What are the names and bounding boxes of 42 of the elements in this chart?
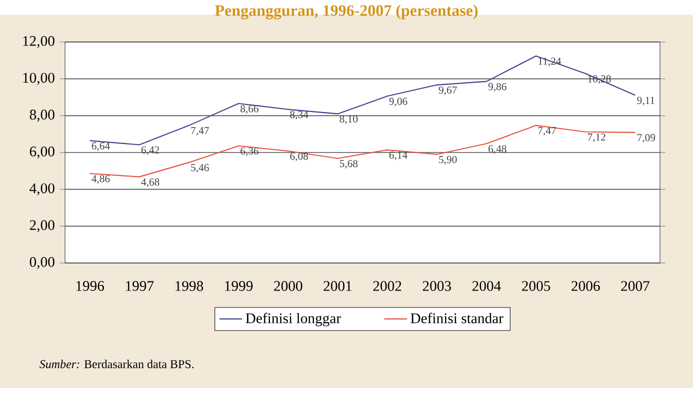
x-tick-label: 2004 — [472, 281, 501, 291]
x-tick-label: 2006 — [572, 281, 600, 291]
x-tick-label: 1997 — [126, 281, 154, 291]
y-tick-label: 12,00 — [23, 36, 54, 48]
data-label: 6,14 — [389, 152, 408, 160]
y-tick-label: 2,00 — [30, 220, 54, 232]
data-label: 8,10 — [340, 115, 358, 124]
y-tick-label: 6,00 — [30, 146, 54, 159]
chart-title: Pengangguran, 1996-2007 (persentase) — [215, 4, 478, 20]
text: Sumber: Berdasarkan data BPS. — [40, 360, 194, 368]
x-tick-label: 1999 — [225, 281, 253, 291]
data-label: 5,90 — [439, 156, 457, 165]
data-label: 6,08 — [290, 152, 308, 162]
data-label: 7,09 — [638, 134, 656, 143]
data-label: 6,48 — [488, 145, 506, 154]
data-label: 6,64 — [92, 142, 110, 152]
data-label: 7,47 — [538, 127, 556, 136]
data-label: 5,46 — [191, 164, 209, 173]
x-tick-label: 2002 — [373, 281, 402, 291]
x-tick-label: 2000 — [274, 281, 302, 291]
data-label: 9,67 — [438, 86, 457, 96]
data-label: 8,66 — [240, 105, 258, 114]
data-label: 4,68 — [141, 178, 160, 188]
data-label: 7,12 — [588, 133, 606, 142]
data-label: 9,86 — [488, 83, 506, 92]
legend-label: Definisi longgar — [246, 312, 341, 326]
data-label: 9,11 — [637, 96, 654, 106]
data-label: 7,47 — [191, 127, 209, 136]
y-tick-label: 10,00 — [23, 72, 54, 85]
x-tick-label: 2005 — [522, 281, 550, 291]
x-tick-label: 2007 — [621, 281, 650, 291]
y-tick-label: 8,00 — [30, 110, 54, 122]
data-label: 5,68 — [340, 160, 358, 169]
y-tick-label: 0,00 — [30, 257, 54, 270]
y-tick-label: 4,00 — [30, 183, 54, 196]
data-label: 4,86 — [92, 175, 110, 184]
x-tick-label: 2003 — [422, 281, 451, 291]
legend-label: Definisi standar — [410, 312, 504, 324]
x-tick-label: 2001 — [324, 281, 352, 291]
data-label: 9,06 — [389, 98, 408, 106]
x-tick-label: 1998 — [176, 281, 204, 291]
x-tick-label: 1996 — [76, 281, 104, 291]
